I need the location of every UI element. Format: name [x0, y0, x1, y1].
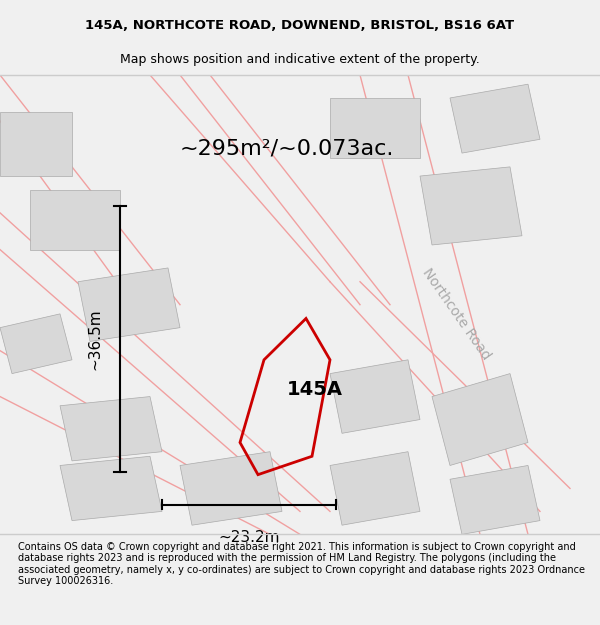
Text: Map shows position and indicative extent of the property.: Map shows position and indicative extent…	[120, 52, 480, 66]
Polygon shape	[420, 167, 522, 245]
Polygon shape	[330, 98, 420, 158]
Text: 145A, NORTHCOTE ROAD, DOWNEND, BRISTOL, BS16 6AT: 145A, NORTHCOTE ROAD, DOWNEND, BRISTOL, …	[85, 19, 515, 32]
Polygon shape	[0, 112, 72, 176]
Text: Northcote Road: Northcote Road	[419, 266, 493, 362]
Polygon shape	[330, 452, 420, 525]
Text: 145A: 145A	[287, 380, 343, 399]
Polygon shape	[78, 268, 180, 341]
Polygon shape	[60, 397, 162, 461]
Text: ~36.5m: ~36.5m	[87, 308, 102, 370]
Polygon shape	[180, 452, 282, 525]
Polygon shape	[450, 84, 540, 153]
Polygon shape	[432, 374, 528, 466]
Text: ~295m²/~0.073ac.: ~295m²/~0.073ac.	[180, 139, 394, 159]
Polygon shape	[0, 314, 72, 374]
Polygon shape	[60, 456, 162, 521]
Polygon shape	[450, 466, 540, 534]
Text: ~23.2m: ~23.2m	[218, 530, 280, 545]
Polygon shape	[30, 190, 120, 249]
Text: Contains OS data © Crown copyright and database right 2021. This information is : Contains OS data © Crown copyright and d…	[18, 542, 585, 586]
Polygon shape	[330, 360, 420, 433]
